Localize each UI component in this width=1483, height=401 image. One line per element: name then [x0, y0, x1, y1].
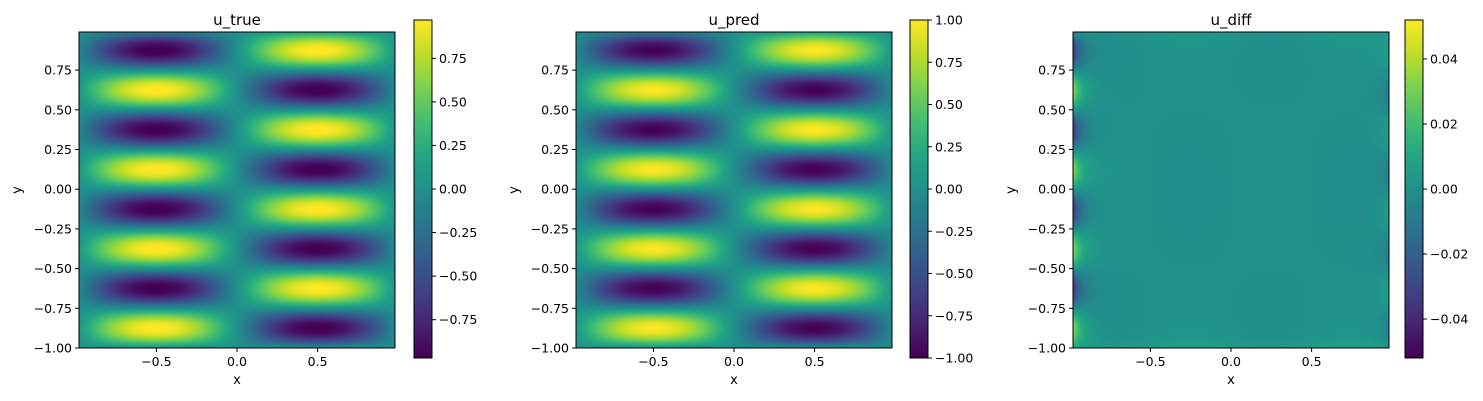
- x-axis-label: x: [730, 373, 738, 388]
- x-axis-label: x: [233, 373, 241, 388]
- y-tick-label: 0.25: [44, 142, 72, 157]
- colorbar-tick-label: 0.00: [935, 182, 963, 197]
- y-tick-label: −0.25: [34, 221, 72, 236]
- y-tick-label: −0.75: [1028, 301, 1066, 316]
- y-axis-label: y: [1004, 186, 1019, 194]
- colorbar-tick-label: −0.75: [439, 312, 477, 327]
- colorbar-tick-label: −0.50: [439, 269, 477, 284]
- x-tick-label: −0.5: [638, 354, 668, 369]
- colorbar-tick-label: 0.00: [439, 182, 467, 197]
- colorbar-tick-label: 0.25: [935, 139, 963, 154]
- colorbar-tick-label: 0.50: [935, 97, 963, 112]
- x-tick-label: 0.5: [805, 354, 825, 369]
- y-tick-label: −1.00: [34, 341, 72, 356]
- x-tick-label: 0.5: [308, 354, 328, 369]
- colorbar-gradient: [1405, 20, 1423, 358]
- y-tick-label: −0.75: [531, 301, 569, 316]
- x-tick-label: 0.0: [724, 354, 744, 369]
- colorbar-tick-label: −0.04: [1430, 312, 1468, 327]
- subplots: u_true−0.5 0.0 0.5−1.00−0.75−0.50−0.250.00…: [10, 11, 1468, 388]
- y-tick-label: 0.00: [1038, 182, 1066, 197]
- y-tick-label: −0.50: [34, 261, 72, 276]
- y-axis-label: y: [10, 186, 25, 194]
- x-tick-label: 0.0: [227, 354, 247, 369]
- plot-title: u_pred: [708, 11, 759, 30]
- y-tick-label: 0.00: [44, 182, 72, 197]
- colorbar: −1.00 −0.75 −0.50 −0.25 0.00 0.25 0.50 0.75 1.00: [909, 13, 973, 366]
- y-tick-label: 0.50: [541, 102, 569, 117]
- plot-title: u_true: [213, 11, 261, 30]
- colorbar-tick-label: 0.02: [1430, 117, 1458, 132]
- subplot-u_true: u_true −0.5 0.0 0.5 −1.00 −0.75 −0.50 −0.25 0.00…: [10, 11, 477, 388]
- heatmap-u_diff: [1073, 32, 1389, 348]
- y-tick-label: −0.50: [531, 261, 569, 276]
- colorbar-tick-label: −0.02: [1430, 247, 1468, 262]
- y-tick-label: 0.25: [541, 142, 569, 157]
- y-tick-label: 0.25: [1038, 142, 1066, 157]
- x-tick-label: −0.5: [1135, 354, 1165, 369]
- y-tick-label: 0.75: [541, 63, 569, 78]
- y-tick-label: −0.25: [1028, 221, 1066, 236]
- colorbar-gradient: [910, 20, 928, 358]
- y-axis-label: y: [507, 186, 522, 194]
- colorbar: −0.04 −0.02 0.00 0.02 0.04: [1404, 19, 1468, 359]
- colorbar-tick-label: 0.75: [935, 55, 963, 70]
- colorbar-tick-label: 0.04: [1430, 52, 1458, 67]
- x-tick-label: −0.5: [141, 354, 171, 369]
- colorbar-tick-label: 0.50: [439, 94, 467, 109]
- colorbar-tick-label: −0.50: [935, 266, 973, 281]
- subplot-u_diff: u_diff −0.5 0.0 0.5 −1.00 −0.75 −0.50 −0.25 0.00…: [1004, 11, 1468, 388]
- y-tick-label: −0.25: [531, 221, 569, 236]
- y-tick-label: −0.50: [1028, 261, 1066, 276]
- y-tick-label: −0.75: [34, 301, 72, 316]
- x-tick-label: 0.5: [1302, 354, 1322, 369]
- x-axis-label: x: [1227, 373, 1235, 388]
- y-tick-label: 0.50: [1038, 102, 1066, 117]
- heatmap-u_pred: [576, 32, 892, 348]
- colorbar-tick-label: 0.75: [439, 51, 467, 66]
- colorbar-gradient: [414, 20, 432, 358]
- plot-title: u_diff: [1210, 11, 1252, 30]
- y-tick-label: 0.75: [1038, 63, 1066, 78]
- colorbar-tick-label: 0.00: [1430, 182, 1458, 197]
- heatmap-u_true: [79, 32, 395, 348]
- x-tick-label: 0.0: [1221, 354, 1241, 369]
- colorbar-tick-label: 1.00: [935, 13, 963, 28]
- colorbar-tick-label: −0.25: [439, 225, 477, 240]
- colorbar-tick-label: −0.75: [935, 308, 973, 323]
- colorbar-tick-label: −1.00: [935, 351, 973, 366]
- y-tick-label: −1.00: [1028, 341, 1066, 356]
- colorbar-tick-label: 0.25: [439, 138, 467, 153]
- y-tick-label: 0.50: [44, 102, 72, 117]
- colorbar: −0.75 −0.50 −0.25 0.00 0.25 0.50 0.75: [413, 19, 477, 359]
- y-tick-label: −1.00: [531, 341, 569, 356]
- y-tick-label: 0.00: [541, 182, 569, 197]
- subplot-u_pred: u_pred −0.5 0.0 0.5 −1.00 −0.75 −0.50 −0.25 0.00…: [507, 11, 973, 388]
- y-tick-label: 0.75: [44, 63, 72, 78]
- colorbar-tick-label: −0.25: [935, 224, 973, 239]
